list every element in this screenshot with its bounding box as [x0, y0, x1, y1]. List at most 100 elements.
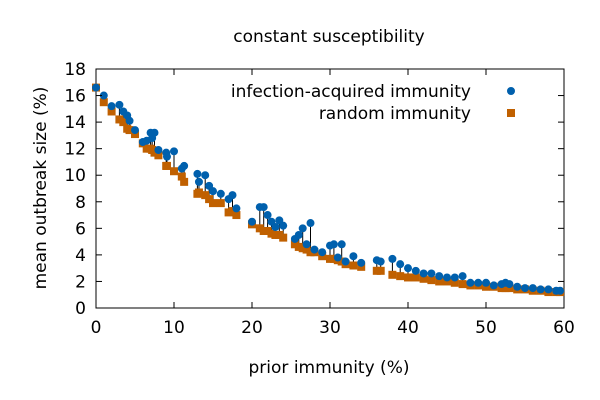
- infection-immunity-point: [411, 266, 420, 275]
- infection-immunity-point: [489, 281, 498, 290]
- random-immunity-point: [404, 273, 412, 282]
- infection-immunity-point: [396, 260, 405, 269]
- random-immunity-point: [450, 278, 459, 287]
- infection-immunity-point: [279, 221, 288, 230]
- legend-square-marker: [507, 109, 515, 117]
- y-tick-label: 4: [75, 246, 86, 266]
- random-immunity-point: [302, 245, 311, 254]
- infection-immunity-point: [248, 217, 256, 226]
- random-immunity-point: [125, 126, 134, 135]
- infection-immunity-point: [294, 230, 303, 239]
- random-immunity-point: [119, 118, 128, 127]
- infection-immunity-point: [521, 284, 529, 293]
- random-immunity-point: [396, 272, 405, 281]
- y-tick-label: 6: [75, 219, 86, 239]
- random-immunity-point: [162, 161, 171, 170]
- axis-ticks: 0 10 20 30 40 50 60 0 2 4 6 8 10 12 14 16 18: [64, 60, 574, 338]
- x-tick-label: 30: [319, 318, 341, 338]
- infection-immunity-point: [443, 273, 451, 282]
- random-immunity-point: [216, 199, 225, 208]
- infection-immunity-point: [482, 278, 490, 287]
- infection-immunity-point: [536, 285, 545, 294]
- infection-immunity-point: [419, 269, 428, 278]
- infection-immunity-point: [115, 100, 124, 109]
- infection-immunity-point: [162, 152, 171, 161]
- legend-circle-marker: [507, 87, 515, 95]
- y-tick-label: 0: [75, 299, 86, 319]
- y-tick-label: 14: [64, 113, 86, 133]
- y-tick-label: 18: [64, 60, 86, 80]
- random-immunity-point: [419, 274, 428, 283]
- infection-immunity-point: [427, 269, 436, 278]
- random-immunity-point: [349, 261, 358, 270]
- random-immunity-point: [177, 172, 186, 181]
- y-tick-label: 16: [64, 87, 86, 107]
- random-immunity-point: [194, 188, 203, 197]
- infection-immunity-point: [99, 91, 108, 100]
- infection-immunity-point: [337, 240, 346, 249]
- infection-immunity-point: [194, 177, 203, 186]
- y-tick-label: 8: [75, 193, 86, 213]
- data-marks: [92, 83, 565, 297]
- infection-immunity-point: [376, 257, 385, 266]
- x-tick-label: 50: [475, 318, 497, 338]
- random-immunity-point: [388, 270, 397, 279]
- infection-immunity-point: [528, 284, 537, 293]
- infection-immunity-point: [544, 285, 553, 294]
- infection-immunity-point: [404, 264, 412, 273]
- y-tick-label: 10: [64, 166, 86, 186]
- y-tick-label: 12: [64, 140, 86, 160]
- legend: infection-acquired immunity random immun…: [231, 82, 515, 124]
- infection-immunity-point: [357, 258, 366, 267]
- infection-immunity-point: [131, 126, 139, 135]
- random-immunity-point: [376, 266, 385, 275]
- infection-immunity-point: [333, 253, 342, 262]
- x-tick-label: 40: [397, 318, 419, 338]
- random-immunity-point: [107, 107, 116, 116]
- infection-immunity-point: [125, 116, 134, 125]
- infection-immunity-point: [458, 272, 467, 281]
- infection-immunity-point: [349, 252, 358, 261]
- infection-immunity-point: [298, 224, 307, 233]
- infection-immunity-point: [232, 204, 241, 213]
- random-immunity-point: [154, 151, 163, 160]
- infection-immunity-point: [180, 161, 189, 170]
- random-immunity-point: [232, 211, 241, 220]
- infection-immunity-point: [209, 187, 217, 196]
- infection-immunity-point: [388, 254, 397, 263]
- random-immunity-point: [279, 233, 288, 242]
- random-immunity-point: [427, 276, 436, 285]
- infection-immunity-point: [107, 102, 116, 111]
- x-tick-label: 0: [91, 318, 102, 338]
- x-tick-label: 60: [553, 318, 575, 338]
- y-tick-label: 2: [75, 272, 86, 292]
- random-immunity-point: [411, 273, 420, 282]
- random-immunity-point: [458, 280, 467, 289]
- infection-immunity-point: [450, 273, 459, 282]
- x-axis-title: prior immunity (%): [249, 358, 410, 378]
- chart-title: constant susceptibility: [233, 27, 424, 47]
- infection-immunity-point: [329, 240, 338, 249]
- infection-immunity-point: [310, 245, 319, 254]
- infection-immunity-point: [259, 203, 268, 212]
- random-immunity-point: [180, 177, 189, 186]
- infection-immunity-point: [263, 211, 272, 220]
- random-immunity-point: [209, 199, 217, 208]
- infection-immunity-point: [341, 257, 350, 266]
- infection-immunity-point: [513, 282, 522, 291]
- infection-immunity-point: [271, 223, 280, 232]
- infection-immunity-point: [201, 171, 210, 180]
- infection-immunity-point: [474, 278, 483, 287]
- infection-immunity-point: [556, 286, 565, 295]
- infection-immunity-point: [150, 128, 159, 137]
- y-axis-title: mean outbreak size (%): [31, 87, 51, 290]
- infection-immunity-point: [466, 278, 475, 287]
- random-immunity-point: [99, 98, 108, 107]
- infection-immunity-point: [505, 280, 514, 289]
- infection-immunity-point: [170, 147, 178, 156]
- infection-immunity-point: [228, 191, 237, 200]
- infection-immunity-point: [154, 145, 163, 154]
- infection-immunity-point: [193, 169, 202, 178]
- x-tick-label: 10: [163, 318, 185, 338]
